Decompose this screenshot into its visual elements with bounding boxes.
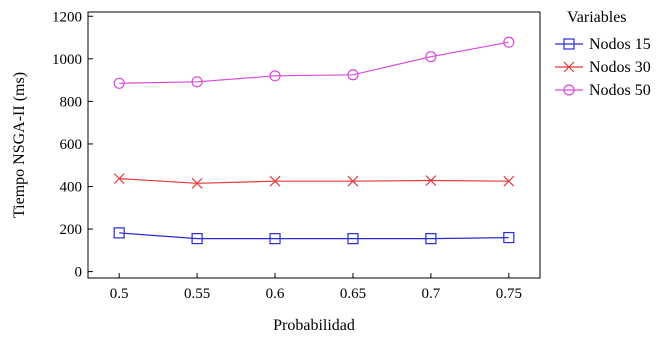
x-tick-label: 0.55 (184, 286, 210, 302)
data-point-nodos-50 (113, 77, 125, 89)
legend-marker-circle (563, 84, 575, 96)
legend-title: Variables (567, 9, 627, 26)
y-tick-label: 200 (60, 222, 83, 238)
y-axis-ticks: 0 200 400 600 800 1000 1200 (52, 9, 93, 281)
data-point-nodos-50 (191, 76, 203, 88)
plot-area-frame (87, 11, 541, 279)
data-point-nodos-15 (191, 233, 203, 245)
y-tick-label: 1200 (52, 9, 82, 25)
data-point-nodos-30 (425, 175, 437, 186)
y-tick-label: 400 (60, 179, 83, 195)
legend-marker-x (563, 61, 575, 73)
series-nodos-15 (113, 227, 515, 245)
x-axis-label: Probabilidad (273, 317, 355, 334)
y-tick-label: 600 (60, 137, 83, 153)
data-point-nodos-50 (425, 51, 437, 63)
legend-marker-square (563, 38, 575, 50)
x-axis-ticks: 0.5 0.55 0.6 0.65 0.7 0.75 (110, 273, 522, 302)
legend: Variables Nodos 15 Nodos 30 Nodos 50 (555, 9, 651, 99)
data-point-nodos-15 (269, 233, 281, 245)
y-axis-label: Tiempo NSGA-II (ms) (11, 72, 28, 218)
data-point-nodos-30 (347, 175, 359, 187)
data-point-nodos-50 (269, 70, 281, 82)
legend-label: Nodos 30 (589, 59, 651, 76)
data-point-nodos-15 (113, 227, 125, 239)
data-point-nodos-15 (425, 233, 437, 245)
data-point-nodos-15 (347, 233, 359, 245)
data-point-nodos-15 (503, 231, 515, 244)
x-tick-label: 0.7 (422, 286, 441, 302)
legend-label: Nodos 50 (589, 82, 651, 99)
x-tick-label: 0.75 (496, 286, 522, 302)
y-tick-label: 800 (60, 94, 83, 110)
data-point-nodos-30 (191, 177, 203, 189)
series-line-nodos-30 (119, 178, 509, 184)
x-tick-label: 0.65 (340, 286, 366, 302)
x-tick-label: 0.5 (110, 286, 129, 302)
legend-item-nodos-15: Nodos 15 (555, 36, 651, 53)
data-point-nodos-30 (503, 175, 515, 187)
y-tick-label: 1000 (52, 52, 82, 68)
series-layer (113, 36, 515, 245)
x-tick-label: 0.6 (266, 286, 285, 302)
legend-item-nodos-50: Nodos 50 (555, 82, 651, 99)
data-point-nodos-30 (269, 175, 281, 187)
y-tick-label: 0 (75, 265, 83, 281)
series-line-nodos-15 (119, 232, 509, 240)
data-point-nodos-30 (113, 173, 125, 185)
data-point-nodos-50 (347, 69, 359, 81)
data-point-nodos-50 (503, 36, 515, 48)
series-nodos-50 (113, 36, 515, 89)
legend-item-nodos-30: Nodos 30 (555, 59, 651, 76)
series-line-nodos-50 (119, 41, 509, 84)
series-nodos-30 (113, 173, 515, 189)
legend-label: Nodos 15 (589, 36, 651, 53)
